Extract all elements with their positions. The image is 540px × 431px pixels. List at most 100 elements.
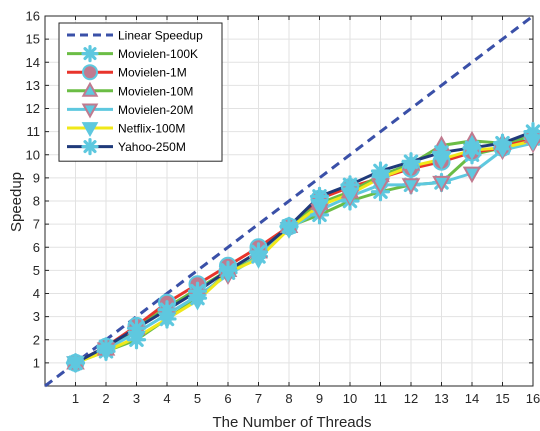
axes: 1 2 3 4 5 6 7 8 9 10 11 12 13 14 15 1612345678910111213… [26, 9, 540, 407]
x-tick-label: 11 [374, 391, 388, 406]
legend-swatch-marker [82, 64, 98, 81]
legend-label: Yahoo-250M [118, 140, 186, 154]
asterisk-stroke [373, 163, 388, 179]
legend-entry: Netflix-100M [67, 122, 185, 138]
data-point [340, 175, 360, 195]
markers-yahoo-250m [65, 122, 540, 373]
series-movielen-20m [74, 141, 534, 365]
series-yahoo-250m [74, 130, 534, 365]
data-point [431, 142, 452, 163]
series-line [74, 141, 534, 365]
x-tick-label: 16 [526, 391, 540, 406]
series-line [74, 139, 534, 365]
x-tick-label: 10 [343, 391, 357, 406]
x-tick-label: 3 [133, 391, 140, 406]
asterisk-stroke [68, 355, 83, 371]
x-tick-label: 9 [316, 391, 323, 406]
legend-entry: Movielen-100K [67, 44, 198, 63]
data-point [432, 175, 451, 193]
x-tick-label: 4 [163, 391, 170, 406]
data-point [248, 242, 269, 262]
x-tick-label: 15 [495, 391, 509, 406]
y-tick-label: 2 [33, 332, 40, 347]
y-tick-label: 1 [33, 355, 40, 370]
data-point [187, 281, 208, 301]
asterisk-stroke [83, 140, 97, 154]
x-tick-label: 13 [434, 391, 448, 406]
y-tick-label: 16 [26, 9, 40, 24]
x-tick-label: 1 [72, 391, 79, 406]
legend-label: Movielen-100K [118, 47, 198, 61]
series-line [74, 130, 534, 365]
data-point [218, 260, 238, 280]
asterisk-stroke [129, 320, 144, 336]
asterisk-stroke [525, 124, 540, 139]
y-tick-label: 4 [33, 286, 40, 301]
legend-entry: Movielen-10M [67, 81, 193, 98]
data-point [462, 166, 482, 184]
asterisk-stroke [251, 244, 266, 260]
x-tick-label: 12 [404, 391, 418, 406]
x-tick-label: 7 [255, 391, 262, 406]
legend-label: Movielen-1M [118, 66, 187, 80]
legend-swatch-marker [81, 103, 99, 119]
legend-entry: Linear Speedup [67, 29, 203, 43]
y-tick-label: 10 [26, 147, 40, 162]
data-point [126, 318, 147, 338]
data-point [65, 353, 86, 373]
asterisk-stroke [403, 154, 419, 169]
y-tick-label: 9 [33, 170, 40, 185]
series-group [44, 14, 540, 388]
x-tick-label: 14 [465, 391, 479, 406]
legend-label: Linear Speedup [118, 29, 203, 43]
data-point [523, 122, 540, 142]
asterisk-stroke [495, 135, 510, 151]
legend: Linear Speedup Movielen-100K Movielen-1M Mo… [58, 22, 223, 162]
series-line [44, 14, 534, 388]
asterisk-stroke [342, 177, 358, 193]
legend-swatch-marker [81, 122, 99, 138]
y-tick-label: 6 [33, 240, 40, 255]
legend-entry: Movielen-1M [67, 64, 187, 81]
data-point [309, 186, 330, 206]
x-tick-label: 6 [224, 391, 231, 406]
asterisk-stroke [190, 283, 205, 299]
data-point [96, 337, 116, 357]
x-tick-label: 2 [102, 391, 109, 406]
asterisk-stroke [464, 140, 480, 156]
x-tick-label: 8 [285, 391, 292, 406]
legend-swatch-marker [81, 81, 99, 97]
y-tick-label: 3 [33, 309, 40, 324]
data-point [370, 161, 391, 181]
series-linear-speedup [44, 14, 534, 388]
data-point [157, 300, 177, 320]
asterisk-stroke [98, 339, 114, 354]
y-tick-label: 5 [33, 263, 40, 278]
data-point [401, 152, 421, 172]
legend-label: Movielen-10M [118, 84, 193, 98]
y-tick-label: 15 [26, 32, 40, 47]
asterisk-stroke [434, 145, 449, 160]
y-tick-label: 14 [26, 55, 40, 70]
legend-entry: Movielen-20M [67, 103, 193, 119]
y-tick-label: 12 [26, 101, 40, 116]
y-tick-label: 13 [26, 78, 40, 93]
asterisk-stroke [281, 219, 297, 234]
legend-label: Movielen-20M [118, 103, 193, 117]
asterisk-stroke [312, 189, 327, 204]
data-point [462, 138, 482, 158]
asterisk-stroke [83, 47, 97, 61]
data-point [279, 216, 299, 237]
data-point [492, 133, 513, 153]
y-tick-label: 11 [27, 124, 41, 139]
asterisk-stroke [220, 263, 236, 278]
legend-label: Netflix-100M [118, 122, 185, 136]
y-tick-label: 7 [33, 217, 40, 232]
legend-entry: Yahoo-250M [67, 138, 186, 156]
legend-swatch-marker [81, 138, 99, 156]
x-tick-label: 5 [194, 391, 201, 406]
legend-swatch-marker [81, 44, 99, 63]
y-axis-title: Speedup [8, 172, 25, 232]
